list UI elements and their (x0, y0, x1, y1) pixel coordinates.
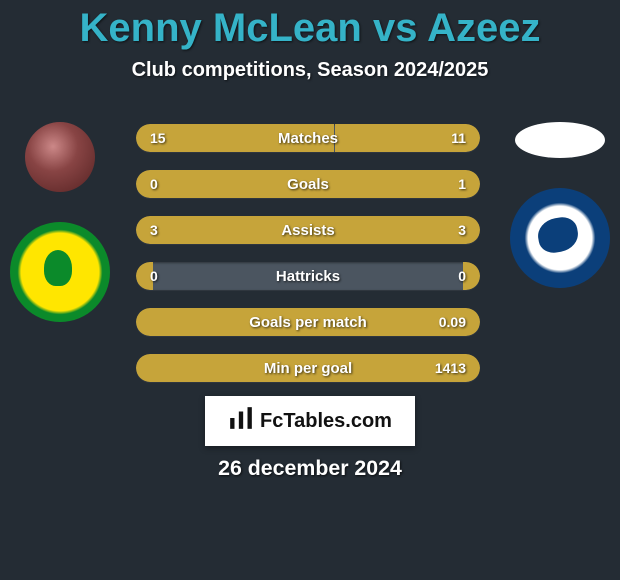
stat-bar: 00Hattricks (136, 262, 480, 290)
right-player-column (510, 122, 610, 288)
bars-icon (228, 405, 254, 437)
stat-bar: 1413Min per goal (136, 354, 480, 382)
page-title: Kenny McLean vs Azeez (0, 0, 620, 51)
stat-label: Min per goal (136, 354, 480, 382)
club-badge-right (510, 188, 610, 288)
stat-bar: 01Goals (136, 170, 480, 198)
stat-label: Goals per match (136, 308, 480, 336)
date-line: 26 december 2024 (0, 456, 620, 481)
brand-box: FcTables.com (205, 396, 415, 446)
club-badge-left (10, 222, 110, 322)
stat-bar: 33Assists (136, 216, 480, 244)
player-photo-left (25, 122, 95, 192)
stat-bar: 0.09Goals per match (136, 308, 480, 336)
page-subtitle: Club competitions, Season 2024/2025 (0, 59, 620, 82)
brand-text: FcTables.com (260, 410, 392, 433)
comparison-bars: 1511Matches 01Goals 33Assists 00Hattricks 0.… (136, 124, 480, 382)
stat-label: Hattricks (136, 262, 480, 290)
stat-label: Goals (136, 170, 480, 198)
stat-bar: 1511Matches (136, 124, 480, 152)
stat-label: Assists (136, 216, 480, 244)
stat-label: Matches (136, 124, 480, 152)
left-player-column (10, 122, 110, 322)
player-photo-right (515, 122, 605, 158)
